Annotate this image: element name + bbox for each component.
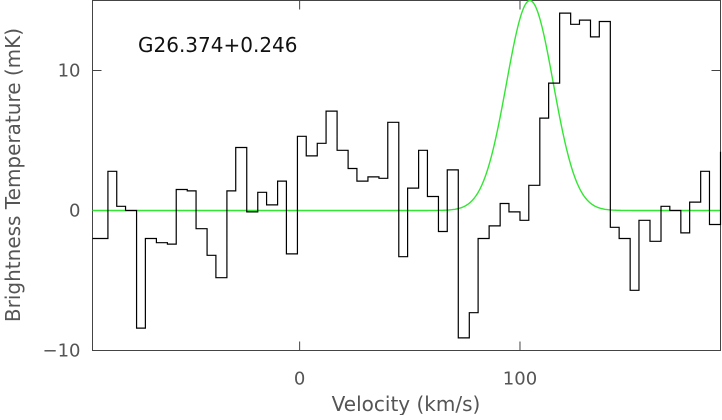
y-tick-label: 0 <box>69 201 80 222</box>
x-tick-label: 100 <box>503 369 537 390</box>
y-tick-label: 10 <box>58 61 81 82</box>
spectrum-step-line <box>92 12 722 339</box>
x-tick-label: 0 <box>294 369 305 390</box>
y-axis-label: Brightness Temperature (mK) <box>1 28 25 322</box>
y-tick-label: −10 <box>43 341 81 362</box>
x-axis-ticks: 0 100 <box>294 0 537 390</box>
source-name-label: G26.374+0.246 <box>138 33 298 57</box>
x-axis-label: Velocity (km/s) <box>332 392 481 415</box>
gaussian-fit-line <box>92 0 721 212</box>
